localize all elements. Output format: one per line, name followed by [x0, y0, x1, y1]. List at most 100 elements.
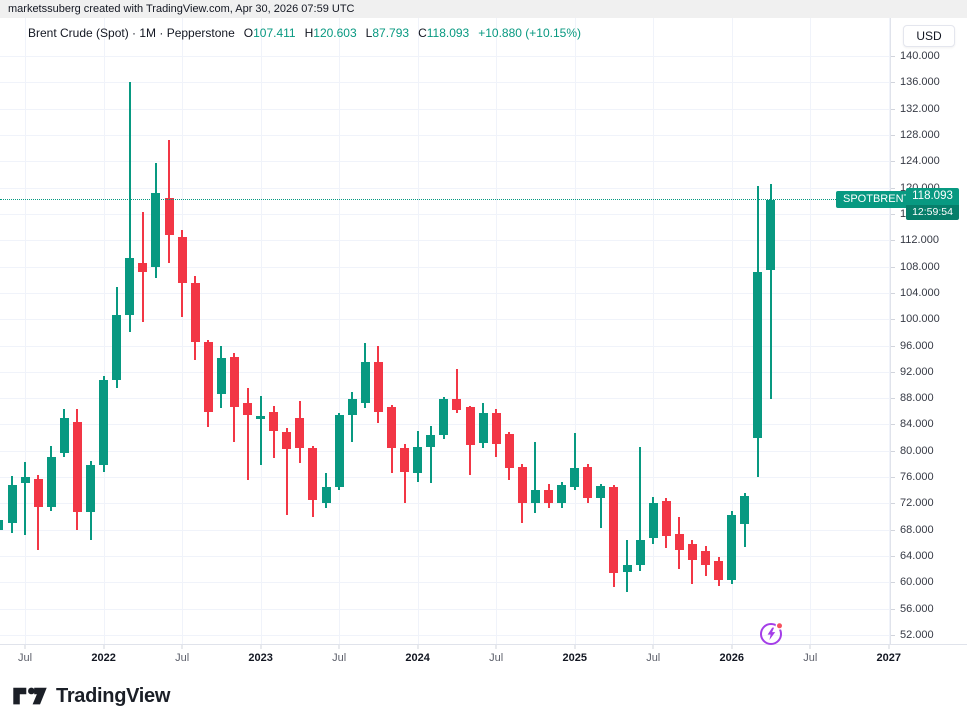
h-gridline — [0, 266, 890, 268]
candle-body-2025-05 — [622, 565, 632, 573]
price-tick-label: 84.000 — [900, 418, 934, 431]
candle-wick-2023-08 — [351, 391, 354, 443]
v-gridline — [103, 18, 105, 644]
v-gridline — [653, 18, 655, 644]
price-tick-label: 76.000 — [900, 471, 934, 484]
candle-body-2024-05 — [465, 407, 475, 445]
candle-body-2024-10 — [530, 490, 540, 503]
tradingview-logo[interactable]: TradingView — [13, 684, 170, 710]
price-tickmark — [891, 635, 895, 636]
candle-body-2023-07 — [334, 415, 344, 487]
candle-body-2024-11 — [544, 490, 554, 503]
time-tickmark — [888, 645, 890, 649]
candle-body-2022-05 — [151, 192, 161, 267]
price-tick-label: 56.000 — [900, 602, 934, 615]
currency-label: USD — [916, 29, 942, 43]
price-tick-label: 124.000 — [900, 155, 940, 168]
h-gridline — [0, 82, 890, 84]
h-gridline — [0, 240, 890, 242]
candle-body-2025-07 — [648, 502, 658, 539]
high-value: 120.603 — [313, 26, 357, 40]
price-tickmark — [891, 108, 895, 110]
candle-body-2021-05 — [0, 519, 4, 531]
events-lightning-button[interactable] — [759, 621, 784, 646]
time-tick-label: Jul — [18, 652, 33, 664]
price-tick-label: 96.000 — [900, 339, 934, 352]
price-tickmark — [891, 266, 895, 268]
time-tick-label: Jul — [646, 652, 661, 664]
candle-body-2023-10 — [373, 361, 383, 412]
candle-body-2024-02 — [426, 434, 436, 447]
h-gridline — [0, 556, 890, 558]
price-tickmark — [891, 398, 895, 400]
candle-body-2026-04 — [766, 200, 776, 271]
time-tickmark — [495, 645, 497, 649]
price-tick-label: 128.000 — [900, 128, 940, 141]
candle-body-2024-03 — [439, 398, 449, 435]
candle-body-2025-06 — [635, 540, 645, 566]
price-tick-label: 60.000 — [900, 576, 934, 589]
price-tick-label: 72.000 — [900, 497, 934, 510]
candle-wick-2023-02 — [272, 406, 275, 458]
candle-wick-2025-10 — [691, 539, 694, 584]
time-tick-label: Jul — [175, 652, 190, 664]
price-tickmark — [891, 608, 895, 610]
price-tickmark — [891, 582, 895, 584]
v-gridline — [496, 18, 498, 644]
candle-body-2025-12 — [714, 560, 724, 580]
candle-body-2022-02 — [112, 315, 122, 380]
h-gridline — [0, 608, 890, 610]
h-gridline — [0, 529, 890, 531]
price-tickmark — [891, 529, 895, 531]
price-tickmark — [891, 240, 895, 242]
price-tickmark — [891, 556, 895, 558]
candle-body-2021-06 — [7, 484, 17, 524]
candle-body-2024-08 — [504, 434, 514, 468]
candle-wick-2025-03 — [599, 483, 602, 529]
time-tickmark — [103, 645, 105, 649]
time-tick-label: 2025 — [562, 652, 587, 664]
candle-body-2024-01 — [413, 446, 423, 474]
chart-plot-area[interactable] — [0, 18, 890, 644]
candle-body-2023-02 — [269, 411, 279, 432]
price-tickmark — [891, 450, 895, 452]
price-tick-label: 88.000 — [900, 392, 934, 405]
v-gridline — [731, 18, 733, 644]
candle-body-2025-08 — [661, 501, 671, 537]
candle-body-2021-07 — [20, 477, 30, 483]
time-tick-label: 2022 — [91, 652, 116, 664]
time-axis[interactable]: Jul 2022 Jul 2023 Jul 2024 Jul 2025 Jul 2026 Jul 20… — [0, 644, 967, 673]
close-label: C — [418, 26, 427, 40]
candle-wick-2023-01 — [259, 395, 262, 465]
candle-wick-2025-06 — [639, 446, 642, 571]
candle-body-2021-08 — [33, 479, 43, 507]
price-tickmark — [891, 161, 895, 163]
tradingview-mark-icon — [13, 687, 47, 704]
h-gridline — [0, 371, 890, 373]
candle-body-2024-07 — [491, 413, 501, 445]
symbol-title[interactable]: Brent Crude (Spot) · 1M · Pepperstone — [28, 26, 235, 40]
h-gridline — [0, 345, 890, 347]
candle-wick-2025-01 — [573, 433, 576, 491]
price-axis[interactable]: USD 140.000 136.000 132.000 128.000 124.000 1… — [890, 18, 967, 644]
candle-body-2022-01 — [99, 379, 109, 465]
candle-body-2022-03 — [125, 257, 135, 316]
v-gridline — [810, 18, 812, 644]
price-tick-label: 68.000 — [900, 523, 934, 536]
chart-widget: USD 140.000 136.000 132.000 128.000 124.000 1… — [0, 18, 967, 721]
low-label: L — [365, 26, 373, 40]
price-tick-label: 104.000 — [900, 286, 940, 299]
h-gridline — [0, 450, 890, 452]
price-tick-label: 136.000 — [900, 76, 940, 89]
time-tick-label: 2027 — [876, 652, 902, 664]
h-gridline — [0, 503, 890, 505]
candle-body-2023-09 — [360, 361, 370, 404]
candle-body-2026-01 — [727, 514, 737, 580]
candle-body-2022-07 — [177, 236, 187, 283]
candle-wick-2024-10 — [534, 441, 537, 514]
candle-body-2023-12 — [400, 448, 410, 472]
time-tickmark — [24, 645, 26, 649]
time-tickmark — [574, 645, 576, 649]
